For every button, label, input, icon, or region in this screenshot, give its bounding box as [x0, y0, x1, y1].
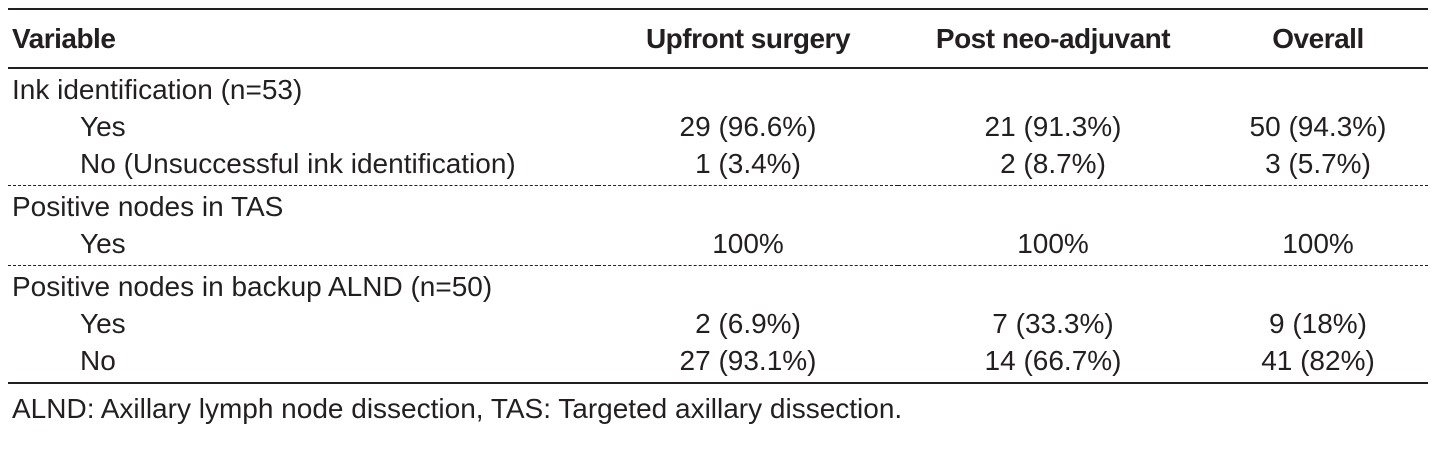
table-row: Yes 2 (6.9%) 7 (33.3%) 9 (18%): [8, 305, 1428, 342]
cell-post: 21 (91.3%): [984, 111, 1122, 142]
cell-post: 100%: [898, 225, 1208, 266]
section-title-row: Positive nodes in backup ALND (n=50): [8, 266, 1428, 306]
cell-post: 2 (8.7%): [898, 145, 1208, 186]
row-label: Yes: [8, 225, 598, 266]
cell-overall: 3 (5.7%): [1208, 145, 1428, 186]
cell-upfront: 27 (93.1%): [598, 342, 898, 384]
header-overall: Overall: [1272, 23, 1364, 54]
header-upfront-surgery: Upfront surgery: [645, 23, 851, 54]
section-title-ink-identification: Ink identification (n=53): [12, 74, 303, 105]
cell-overall: 50 (94.3%): [1249, 111, 1387, 142]
table-body: Ink identification (n=53) Yes 29 (96.6%)…: [8, 68, 1428, 384]
row-label: No (Unsuccessful ink identification): [8, 145, 598, 186]
results-table: Variable Upfront surgery Post neo-adjuva…: [8, 8, 1428, 384]
cell-upfront: 1 (3.4%): [598, 145, 898, 186]
table-header: Variable Upfront surgery Post neo-adjuva…: [8, 9, 1428, 68]
header-row: Variable Upfront surgery Post neo-adjuva…: [8, 9, 1428, 68]
cell-upfront: 29 (96.6%): [679, 111, 817, 142]
table-row: Yes 100% 100% 100%: [8, 225, 1428, 266]
cell-upfront: 2 (6.9%): [695, 308, 801, 339]
header-post-neo-adjuvant: Post neo-adjuvant: [935, 23, 1171, 54]
cell-overall: 100%: [1208, 225, 1428, 266]
cell-overall: 41 (82%): [1208, 342, 1428, 384]
cell-overall: 9 (18%): [1268, 308, 1368, 339]
cell-post: 14 (66.7%): [898, 342, 1208, 384]
results-table-container: Variable Upfront surgery Post neo-adjuva…: [8, 8, 1428, 427]
section-title-positive-nodes-alnd: Positive nodes in backup ALND (n=50): [12, 271, 493, 302]
section-title-positive-nodes-tas: Positive nodes in TAS: [12, 191, 284, 222]
header-variable: Variable: [12, 23, 116, 54]
cell-post: 7 (33.3%): [992, 308, 1114, 339]
row-label: Yes: [80, 308, 126, 339]
section-title-row: Positive nodes in TAS: [8, 186, 1428, 226]
row-label: Yes: [80, 111, 126, 142]
table-row: Yes 29 (96.6%) 21 (91.3%) 50 (94.3%): [8, 108, 1428, 145]
table-footnote: ALND: Axillary lymph node dissection, TA…: [12, 393, 903, 424]
cell-upfront: 100%: [598, 225, 898, 266]
row-label: No: [8, 342, 598, 384]
table-row: No 27 (93.1%) 14 (66.7%) 41 (82%): [8, 342, 1428, 384]
table-row: No (Unsuccessful ink identification) 1 (…: [8, 145, 1428, 186]
section-title-row: Ink identification (n=53): [8, 68, 1428, 108]
